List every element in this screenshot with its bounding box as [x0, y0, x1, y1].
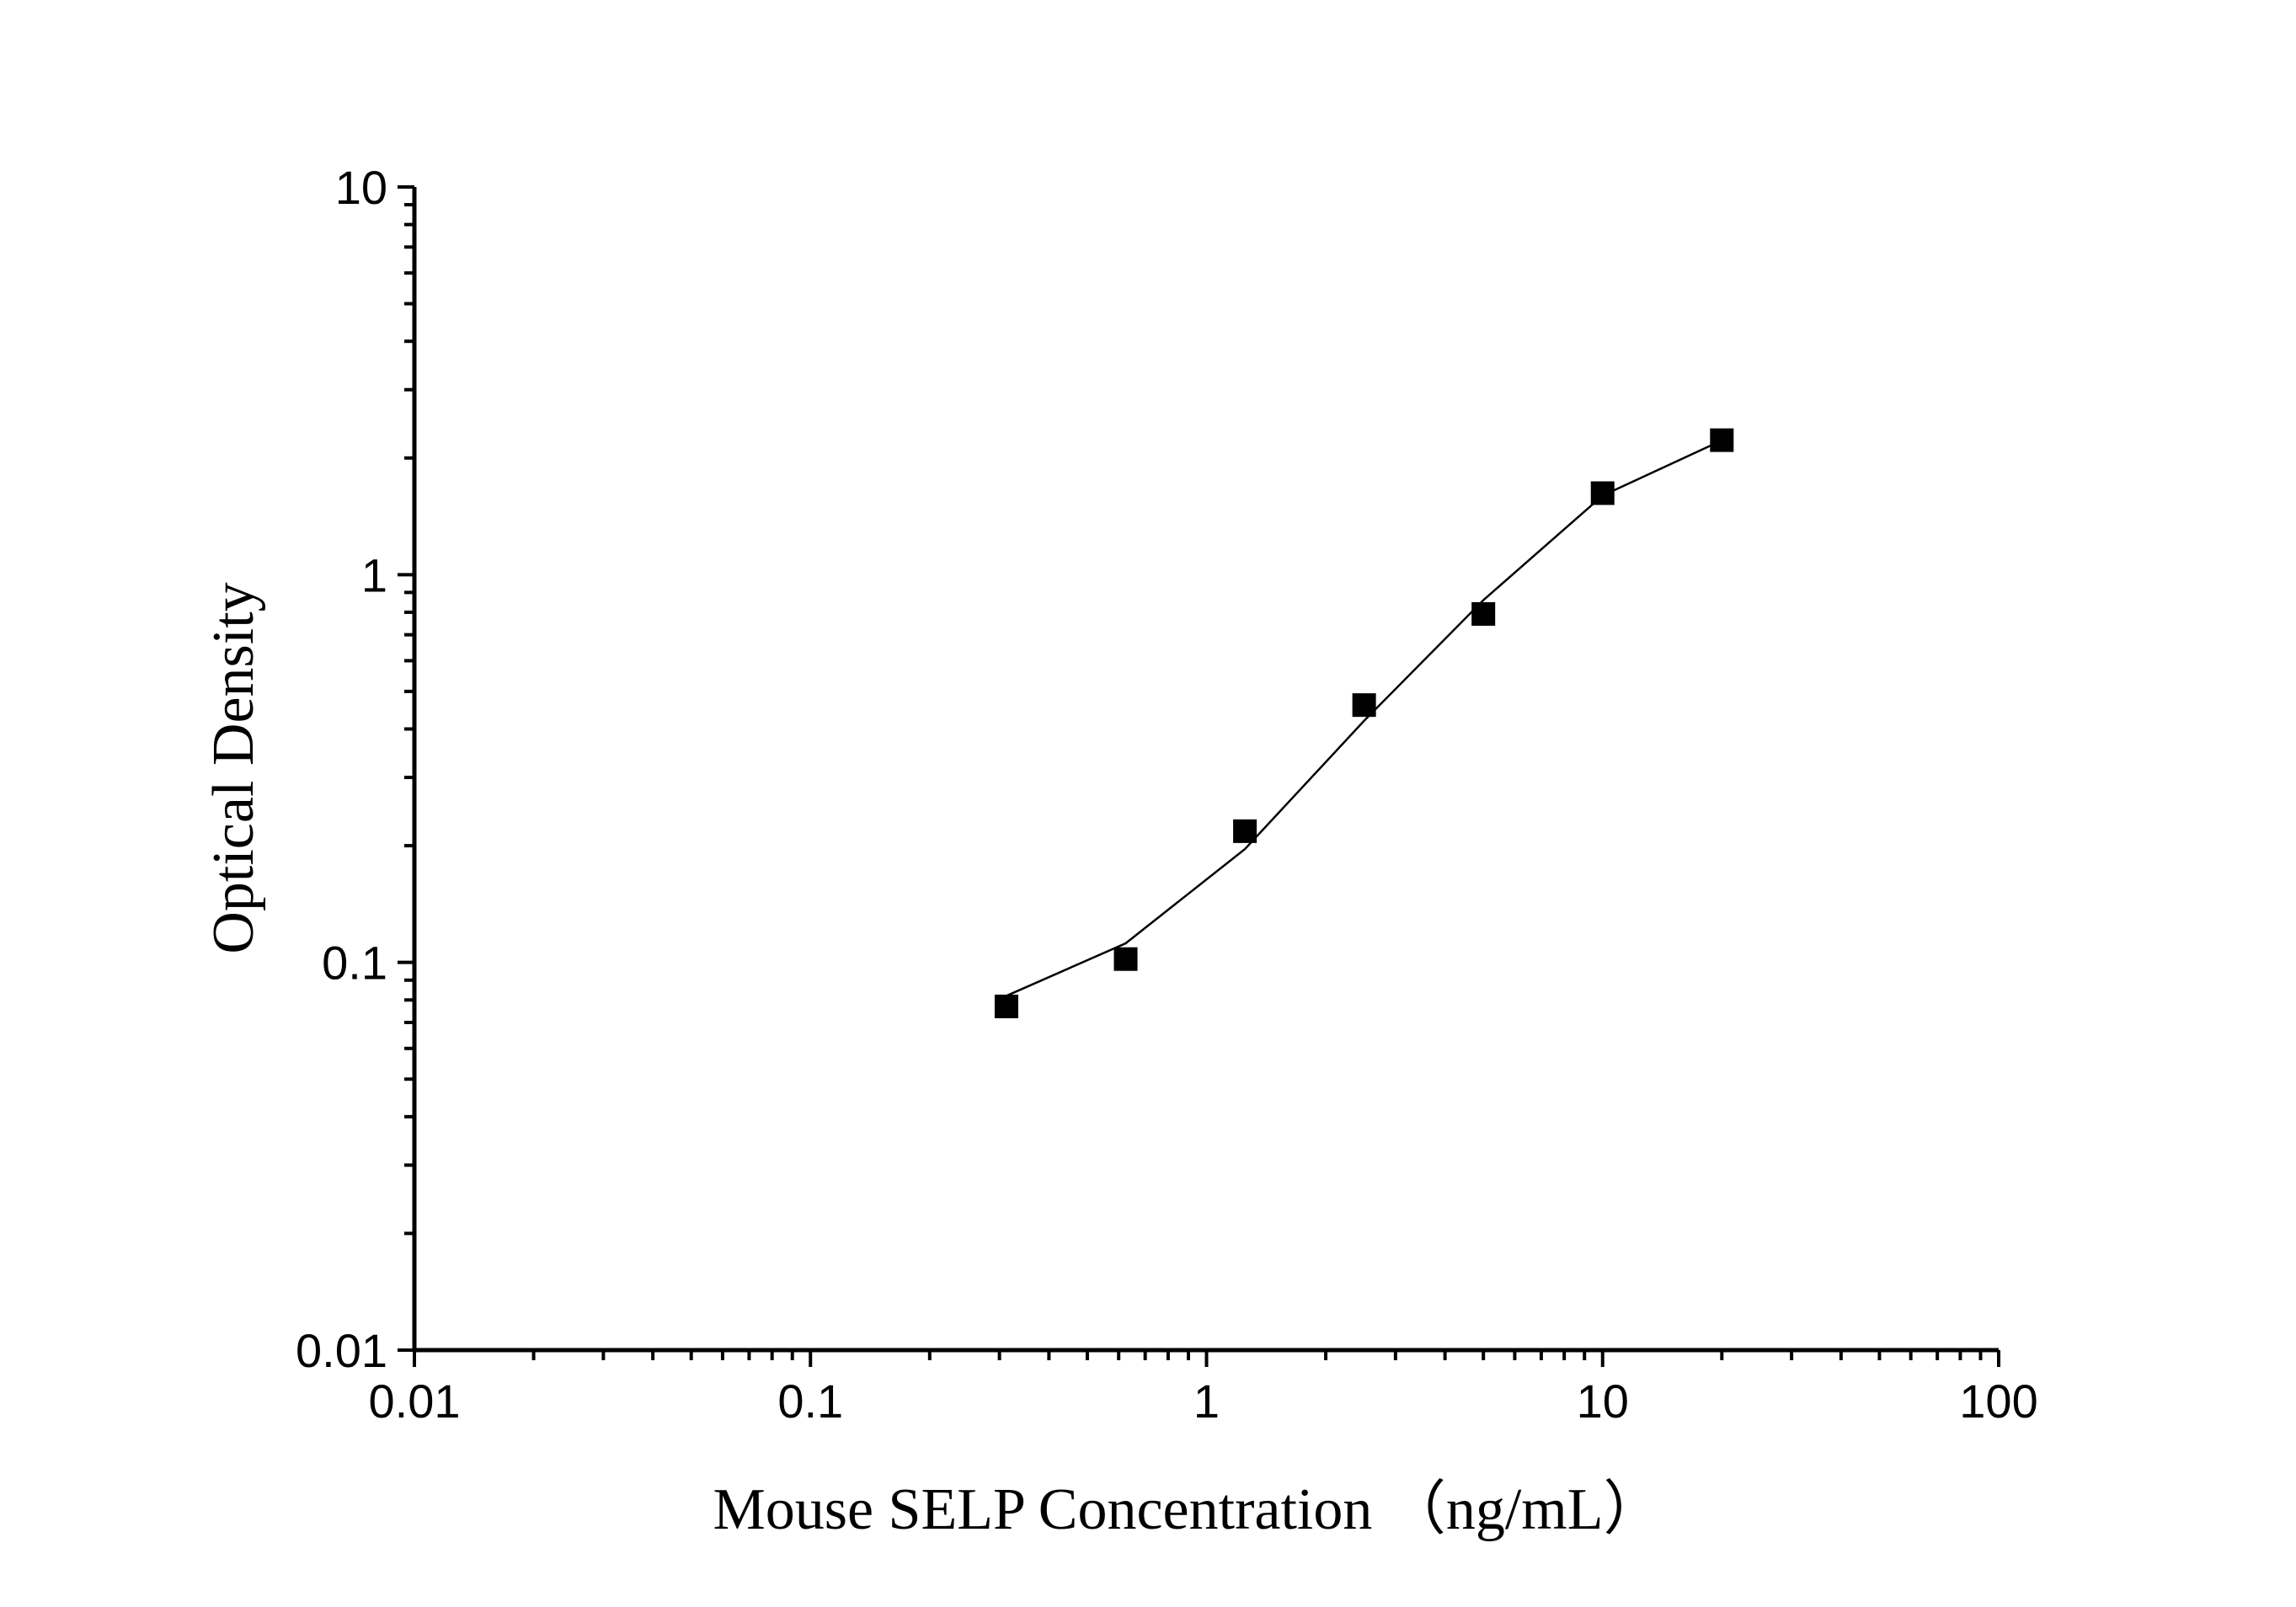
x-tick-label: 0.01	[369, 1375, 461, 1428]
y-tick-label: 0.1	[322, 937, 387, 990]
data-points	[994, 428, 1734, 1018]
axes	[412, 187, 1999, 1353]
x-tick-label: 100	[1959, 1375, 2037, 1428]
data-point	[994, 994, 1018, 1018]
data-point	[1113, 947, 1138, 971]
y-tick-label: 10	[335, 161, 387, 214]
data-point	[1352, 693, 1376, 718]
data-point	[1471, 601, 1496, 626]
x-tick-label: 10	[1577, 1375, 1629, 1428]
y-axis-title: Optical Density	[201, 582, 266, 953]
y-tick-label: 1	[361, 548, 387, 601]
fit-curve-layer	[1006, 439, 1722, 997]
data-point	[1710, 428, 1734, 452]
fit-curve	[1006, 439, 1722, 997]
x-tick-label: 0.1	[777, 1375, 843, 1428]
x-tick-label: 1	[1193, 1375, 1220, 1428]
y-tick-label: 0.01	[296, 1324, 387, 1377]
tick-labels: 0.01 0.1 1 10 100 0.01 0.1 1 10	[296, 161, 2038, 1428]
ticks	[398, 185, 2000, 1367]
data-point	[1590, 481, 1615, 505]
data-point	[1233, 819, 1257, 843]
x-axis-title: Mouse SELP Concentration （ng/mL）	[713, 1477, 1662, 1542]
